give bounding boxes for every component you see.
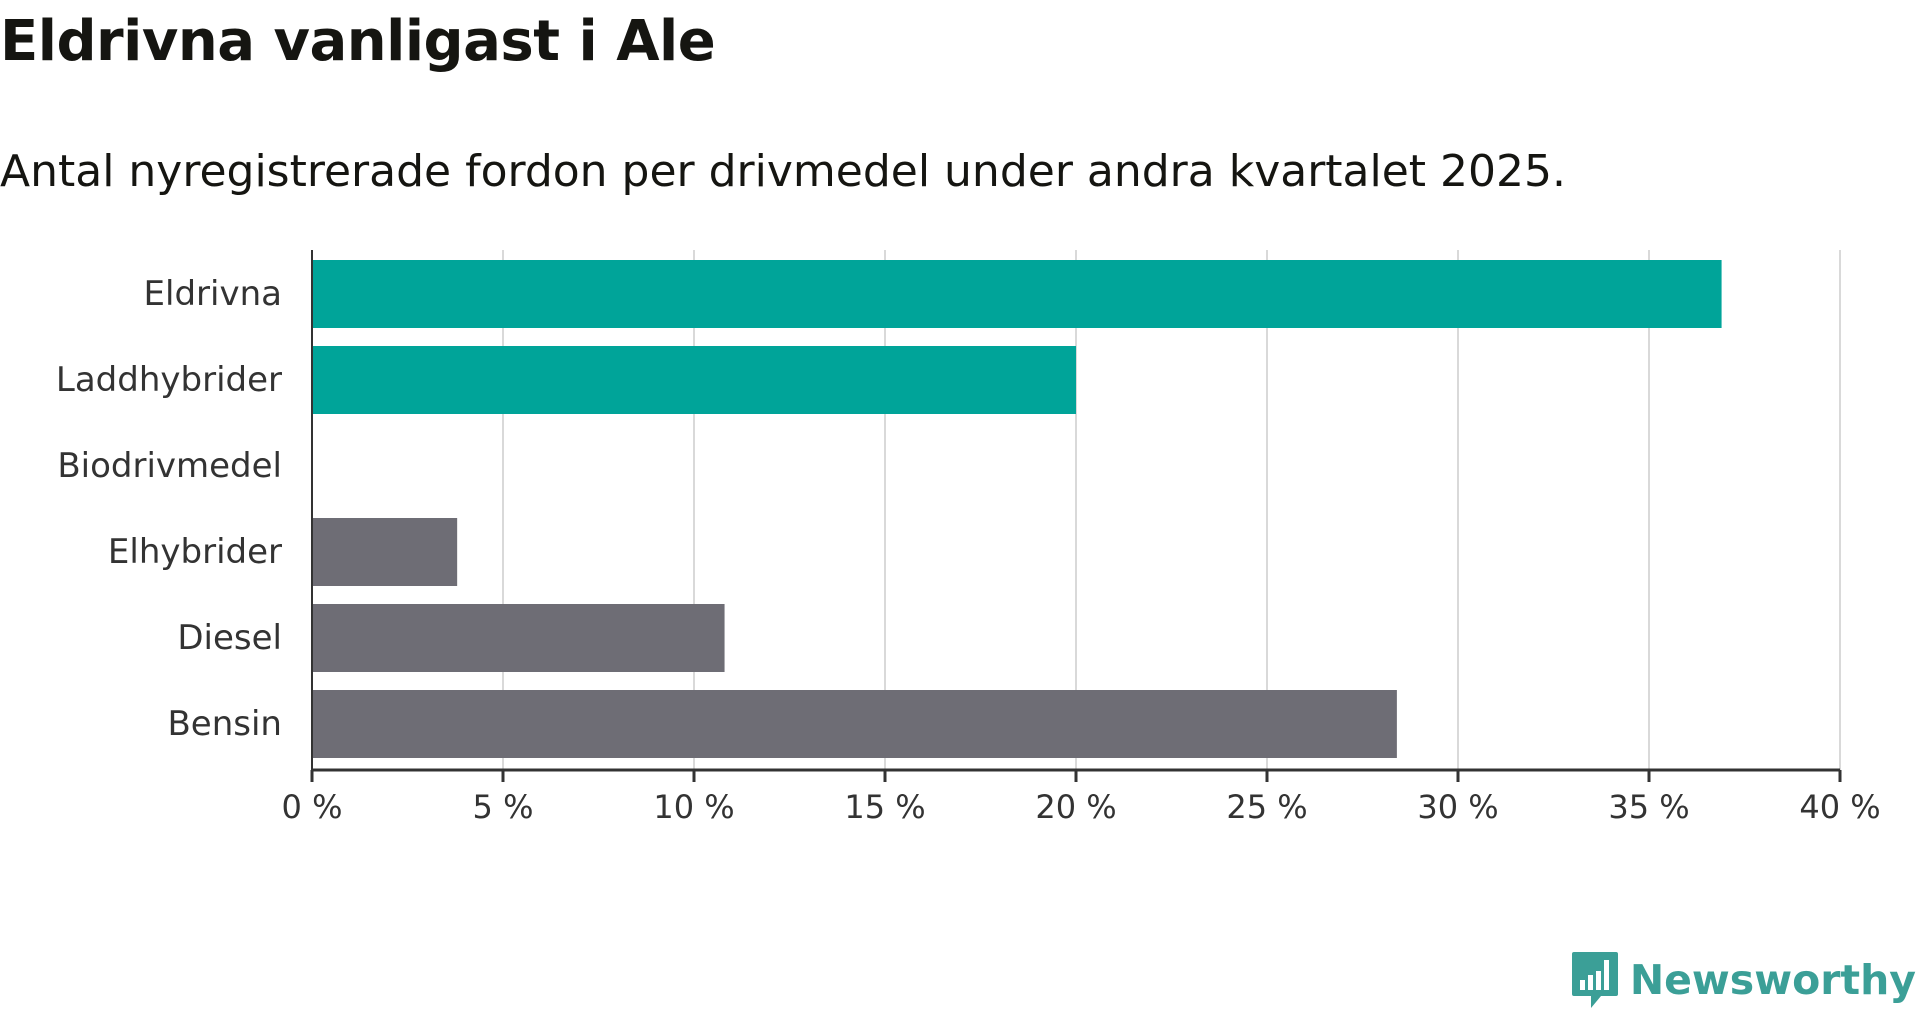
- bars: [312, 260, 1722, 758]
- category-label: Eldrivna: [144, 274, 282, 314]
- gridlines: [502, 250, 1841, 770]
- category-label: Laddhybrider: [56, 360, 282, 400]
- category-label: Diesel: [177, 618, 282, 658]
- category-label: Elhybrider: [108, 532, 282, 572]
- bar-chart-speech-bubble-icon: [1571, 952, 1618, 1008]
- chart-title: Eldrivna vanligast i Ale: [0, 9, 716, 74]
- brand-name: Newsworthy: [1629, 956, 1916, 1004]
- bar-bensin: [312, 690, 1397, 758]
- bar-diesel: [312, 604, 725, 672]
- x-tick-label: 25 %: [1226, 788, 1307, 826]
- bar-elhybrider: [312, 518, 458, 586]
- x-axis: 0 % 5 % 10 % 15 % 20 % 25 % 30 % 35 % 40 %: [282, 250, 1881, 826]
- bar-laddhybrider: [312, 346, 1076, 414]
- bar-eldrivna: [312, 260, 1722, 328]
- x-tick-label: 10 %: [653, 788, 734, 826]
- x-tick-label: 35 %: [1608, 788, 1689, 826]
- x-tick-label: 30 %: [1417, 788, 1498, 826]
- x-tick-label: 0 %: [282, 788, 343, 826]
- category-label: Biodrivmedel: [57, 446, 282, 486]
- brand: Newsworthy: [1570, 948, 1916, 1012]
- x-tick-label: 15 %: [844, 788, 925, 826]
- category-labels: Eldrivna Laddhybrider Biodrivmedel Elhybrid…: [56, 274, 282, 744]
- x-tick-label: 20 %: [1035, 788, 1116, 826]
- x-tick-label: 5 %: [473, 788, 534, 826]
- category-label: Bensin: [167, 704, 282, 744]
- chart-subtitle: Antal nyregistrerade fordon per drivmede…: [0, 146, 1566, 197]
- x-tick-label: 40 %: [1799, 788, 1880, 826]
